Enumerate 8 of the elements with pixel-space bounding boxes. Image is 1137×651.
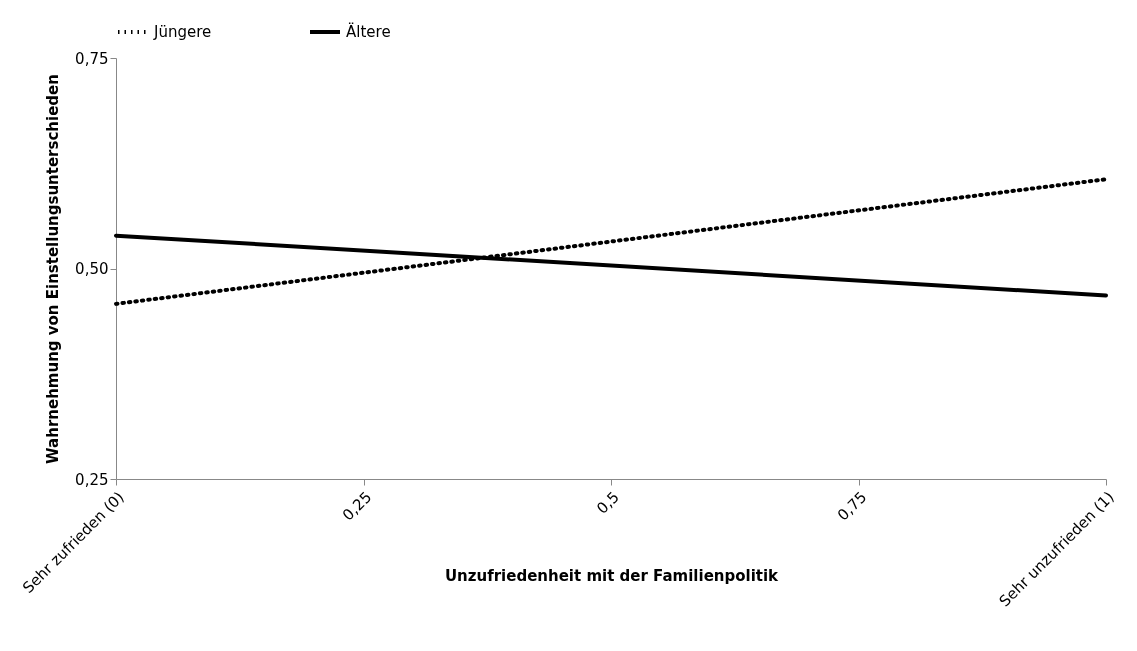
legend-label: Ältere xyxy=(346,22,391,41)
x-tick-label: 0,5 xyxy=(593,488,623,518)
legend-label: Jüngere xyxy=(153,23,212,41)
y-tick-label: 0,75 xyxy=(75,49,109,68)
y-tick-label: 0,50 xyxy=(75,260,109,278)
y-axis-title: Wahrnehmung von Einstellungsunterschieden xyxy=(44,74,63,464)
y-tick-label: 0,25 xyxy=(75,470,109,489)
x-axis-title: Unzufriedenheit mit der Familienpolitik xyxy=(444,567,780,586)
